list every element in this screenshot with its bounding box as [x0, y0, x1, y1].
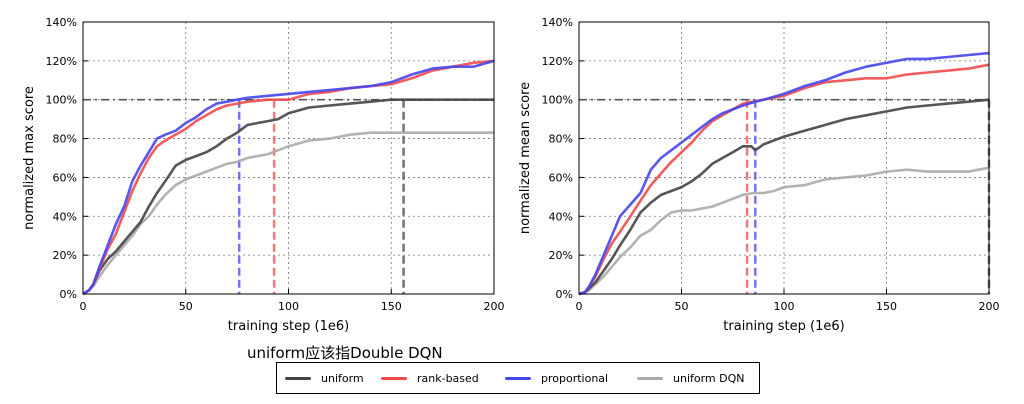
y-axis-label: normalized max score: [22, 86, 37, 230]
max-score-chart: 0% 20% 40% 60% 80% 100% 120% 140% 0 50 100 150 200 tr…: [22, 16, 505, 334]
y-tick-label: 0%: [60, 288, 77, 301]
x-tick-label: 100: [774, 300, 795, 313]
x-tick-label: 200: [979, 300, 1000, 313]
legend-item-proportional: proportional: [505, 363, 608, 393]
series-line-rank-based: [578, 63, 990, 296]
x-axis-label: training step (1e6): [228, 319, 349, 334]
x-tick-label: 0: [80, 300, 87, 313]
series-line-rank-based: [82, 59, 495, 296]
x-axis-label: training step (1e6): [723, 319, 844, 334]
series-line-uniform: [578, 98, 990, 296]
legend-swatch: [285, 376, 311, 380]
mean-score-chart: 0% 20% 40% 60% 80% 100% 120% 140% 0 50 100 150 200 tr…: [518, 16, 1000, 334]
legend-label: uniform: [321, 371, 364, 385]
legend-item-rank-based: rank-based: [381, 363, 479, 393]
y-tick-label: 20%: [549, 249, 573, 262]
legend-swatch: [381, 376, 407, 380]
x-tick-label: 150: [381, 300, 402, 313]
legend-label: proportional: [541, 371, 609, 385]
series-line-uniform-dqn: [578, 166, 990, 296]
x-tick-label: 100: [278, 300, 299, 313]
legend-item-uniform-dqn: uniform DQN: [637, 363, 745, 393]
y-tick-label: 80%: [549, 133, 573, 146]
series-line-proportional: [82, 59, 495, 296]
y-tick-label: 140%: [46, 16, 77, 29]
series-line-uniform: [82, 98, 494, 296]
y-tick-label: 0%: [556, 288, 573, 301]
y-tick-label: 140%: [542, 16, 573, 29]
y-tick-label: 60%: [53, 171, 77, 184]
legend-label: rank-based: [417, 371, 479, 385]
plot-frame: [578, 21, 990, 295]
legend-label: uniform DQN: [673, 371, 745, 385]
x-tick-label: 50: [179, 300, 193, 313]
y-tick-label: 120%: [46, 55, 77, 68]
legend-swatch: [505, 376, 531, 380]
x-tick-label: 200: [484, 300, 505, 313]
legend-swatch: [637, 376, 663, 380]
legend-item-uniform: uniform: [285, 363, 364, 393]
x-tick-label: 0: [576, 300, 583, 313]
y-tick-label: 80%: [53, 133, 77, 146]
y-tick-label: 60%: [549, 171, 573, 184]
y-tick-label: 40%: [549, 210, 573, 223]
series-line-proportional: [578, 51, 990, 296]
y-tick-label: 40%: [53, 210, 77, 223]
legend: uniform rank-based proportional uniform …: [276, 362, 760, 394]
y-tick-label: 120%: [542, 55, 573, 68]
annotation-text: uniform应该指Double DQN: [247, 344, 443, 362]
y-tick-label: 100%: [46, 94, 77, 107]
series-line-uniform-dqn: [82, 131, 494, 296]
y-axis-label: normalized mean score: [518, 82, 533, 234]
x-tick-label: 150: [876, 300, 897, 313]
y-tick-label: 100%: [542, 94, 573, 107]
y-tick-label: 20%: [53, 249, 77, 262]
x-tick-label: 50: [675, 300, 689, 313]
plot-frame: [82, 21, 495, 295]
